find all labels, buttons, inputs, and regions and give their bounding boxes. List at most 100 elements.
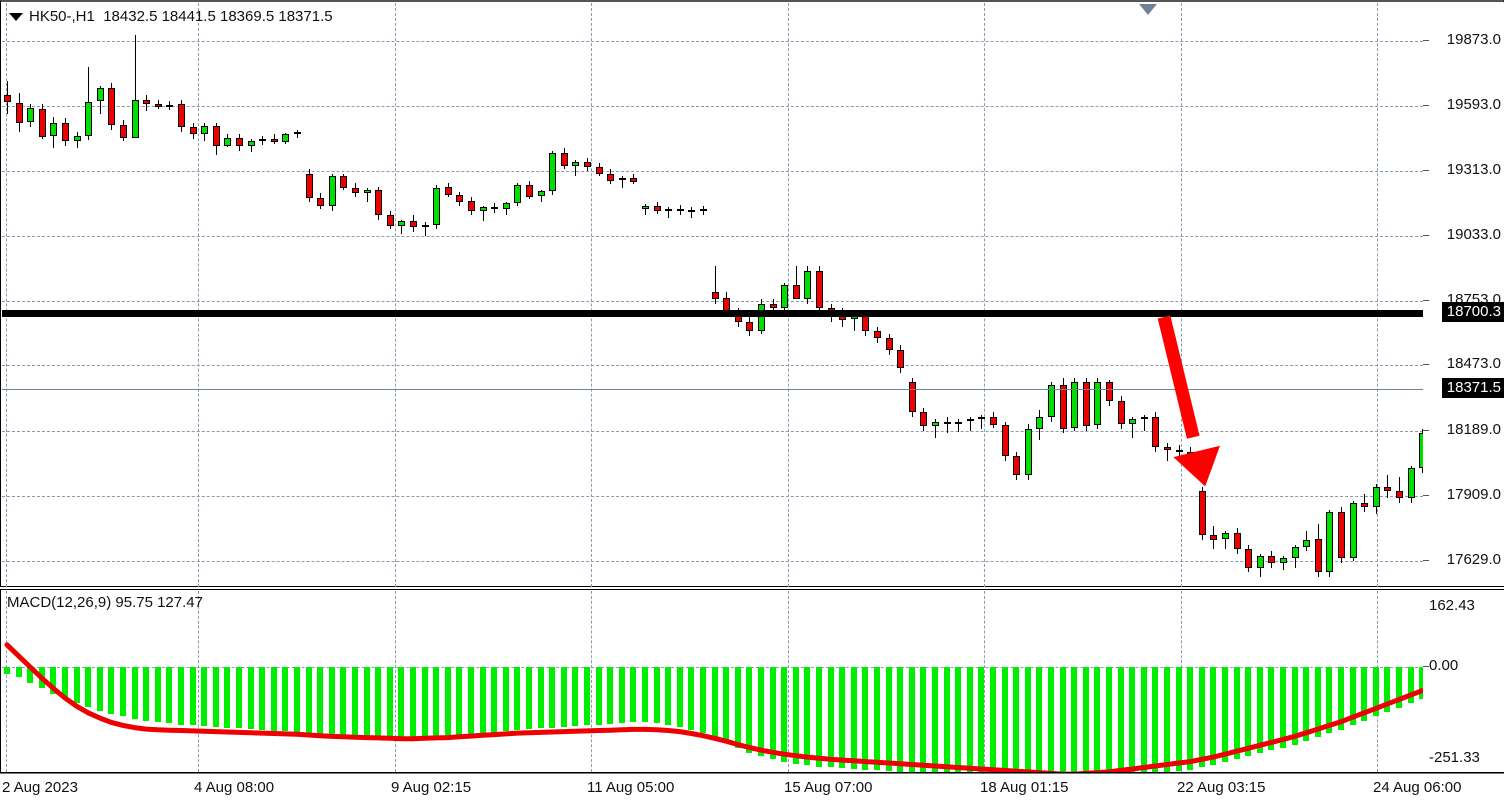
- price-plot-area[interactable]: [2, 3, 1423, 587]
- macd-histogram-bar: [1222, 667, 1228, 763]
- macd-histogram-bar: [978, 667, 985, 772]
- macd-histogram-bar: [120, 667, 126, 717]
- candle-body: [1071, 382, 1079, 428]
- macd-histogram-bar: [607, 667, 614, 724]
- candle-wick: [1225, 530, 1226, 550]
- candle-body: [154, 103, 162, 107]
- candle-body: [885, 338, 893, 350]
- resistance-line[interactable]: [2, 309, 1423, 317]
- triangle-down-icon[interactable]: [9, 13, 23, 22]
- candle-body: [630, 178, 638, 182]
- axis-tick: [1423, 234, 1429, 236]
- macd-histogram-bar: [700, 667, 706, 734]
- macd-histogram-bar: [908, 667, 915, 772]
- candle-wick: [668, 207, 670, 218]
- candle-body: [62, 122, 69, 142]
- macd-histogram-bar: [816, 667, 822, 767]
- gridline-horizontal: [2, 431, 1423, 433]
- triangle-down-marker-icon[interactable]: [1139, 4, 1157, 15]
- candle-body: [479, 207, 487, 211]
- candle-body: [1361, 502, 1369, 508]
- macd-histogram-bar: [758, 667, 764, 757]
- macd-histogram-bar: [1233, 667, 1240, 760]
- macd-histogram-bar: [4, 667, 10, 674]
- macd-histogram-bar: [676, 667, 683, 727]
- candle-body: [537, 191, 545, 196]
- macd-histogram-bar: [317, 667, 324, 735]
- macd-histogram-bar: [166, 667, 173, 724]
- axis-tick: [1423, 430, 1429, 432]
- candle-body: [1082, 382, 1090, 427]
- candle-body: [15, 103, 23, 123]
- candle-body: [166, 104, 174, 107]
- candle-wick: [1132, 417, 1134, 438]
- candle-body: [1140, 417, 1148, 420]
- candle-body: [444, 186, 452, 195]
- macd-histogram-bar: [630, 667, 637, 723]
- macd-histogram-bar: [456, 667, 463, 738]
- macd-histogram-bar: [386, 667, 393, 741]
- candle-wick: [795, 266, 797, 290]
- macd-histogram-bar: [781, 667, 788, 762]
- macd-histogram-bar: [839, 667, 846, 769]
- macd-histogram-bar: [1256, 667, 1263, 754]
- macd-indicator-pane[interactable]: 162.43 0.00 -251.33 MACD(12,26,9) 95.75 12…: [0, 589, 1504, 773]
- candle-body: [711, 291, 719, 299]
- candle-body: [1245, 549, 1253, 568]
- macd-histogram-bar: [305, 667, 312, 734]
- macd-histogram-bar: [1187, 667, 1194, 770]
- candle-wick: [703, 206, 704, 216]
- candle-wick: [401, 220, 403, 235]
- macd-histogram-bar: [1082, 667, 1089, 772]
- macd-histogram-bar: [15, 667, 22, 678]
- candle-body: [178, 104, 185, 128]
- macd-histogram-bar: [236, 667, 242, 729]
- macd-histogram-bar: [27, 667, 34, 683]
- time-axis-label: 9 Aug 02:15: [391, 779, 472, 796]
- macd-histogram-bar: [421, 667, 428, 741]
- macd-histogram-bar: [1001, 667, 1008, 772]
- candle-body: [96, 88, 104, 101]
- candle-wick: [1167, 442, 1168, 462]
- candle-body: [1349, 502, 1357, 559]
- candle-body: [526, 185, 533, 197]
- macd-histogram-bar: [537, 667, 544, 729]
- resistance-line-label[interactable]: 18700.3: [1441, 301, 1504, 322]
- macd-histogram-bar: [85, 667, 92, 707]
- candle-wick: [424, 222, 426, 237]
- candle-body: [143, 99, 151, 105]
- price-chart-pane[interactable]: 19873.0 19593.0 19313.0 19033.0 18753.0 18473…: [0, 0, 1504, 587]
- price-axis[interactable]: 19873.0 19593.0 19313.0 19033.0 18753.0 18473…: [1423, 2, 1504, 586]
- candle-body: [549, 152, 557, 192]
- macd-histogram-bar: [990, 667, 996, 772]
- chart-title-ohlc: 18432.5 18441.5 18369.5 18371.5: [103, 8, 333, 25]
- macd-histogram-bar: [862, 667, 869, 770]
- gridline-vertical: [198, 3, 199, 587]
- candle-body: [363, 190, 371, 193]
- gridline-horizontal: [2, 41, 1423, 42]
- macd-histogram-bar: [746, 667, 753, 753]
- macd-histogram-bar: [1164, 667, 1170, 772]
- macd-histogram-bar: [352, 667, 358, 738]
- candle-body: [27, 107, 35, 122]
- chart-title-symbol: HK50-,H1: [29, 8, 95, 25]
- macd-histogram-bar: [468, 667, 474, 736]
- macd-axis[interactable]: 162.43 0.00 -251.33: [1423, 590, 1504, 772]
- axis-tick: [1423, 169, 1429, 171]
- macd-histogram-bar: [1175, 667, 1182, 772]
- price-axis-label: 19593.0: [1446, 95, 1501, 113]
- macd-histogram-bar: [827, 667, 834, 768]
- macd-histogram-bar: [108, 667, 115, 715]
- macd-histogram-bar: [932, 667, 938, 772]
- candle-wick: [958, 419, 960, 433]
- macd-histogram-bar: [734, 667, 741, 749]
- macd-histogram-bar: [1314, 667, 1321, 738]
- time-axis[interactable]: 2 Aug 2023 4 Aug 08:00 9 Aug 02:15 11 Aug 0…: [0, 773, 1504, 801]
- candle-body: [920, 412, 928, 427]
- last-price-label[interactable]: 18371.5: [1441, 377, 1504, 398]
- candle-wick: [946, 417, 948, 434]
- macd-plot-area[interactable]: [2, 591, 1423, 772]
- macd-label: MACD(12,26,9) 95.75 127.47: [7, 594, 203, 611]
- candle-body: [201, 126, 209, 134]
- macd-histogram-bar: [723, 667, 730, 744]
